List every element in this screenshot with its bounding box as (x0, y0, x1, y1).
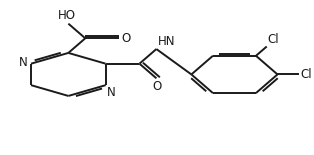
Text: Cl: Cl (268, 33, 279, 46)
Text: O: O (122, 32, 131, 45)
Text: HO: HO (58, 9, 76, 22)
Text: N: N (19, 56, 28, 69)
Text: Cl: Cl (300, 68, 311, 81)
Text: O: O (153, 80, 162, 93)
Text: HN: HN (158, 35, 176, 48)
Text: N: N (107, 86, 116, 99)
